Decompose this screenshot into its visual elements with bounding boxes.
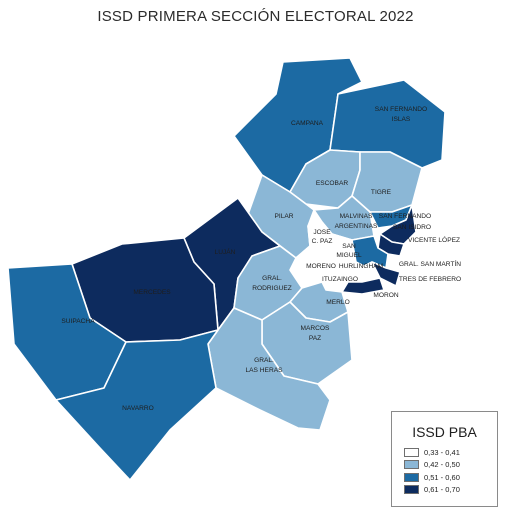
district-label-tigre: TIGRE [371,189,392,196]
legend-swatch [404,472,419,482]
legend-title: ISSD PBA [412,424,477,440]
district-label-san-isidro: SAN ISIDRO [393,224,431,231]
legend-row: 0,42 - 0,50 [392,459,497,472]
district-label-hurlingham: HURLINGHAM [339,263,383,270]
legend-label: 0,42 - 0,50 [424,460,460,470]
district-label-marcos-paz: MARCOS [301,325,331,332]
map-legend: ISSD PBA 0,33 - 0,41 0,42 - 0,50 0,51 - 0,… [391,411,498,507]
district-label-mercedes: MERCEDES [133,289,171,296]
district-label-ituzaingo: ITUZAINGO [322,276,358,283]
district-navarro [55,329,219,481]
district-label-jose-c-paz: C. PAZ [312,238,333,245]
district-label-pilar: PILAR [274,213,293,220]
legend-row: 0,33 - 0,41 [392,446,497,459]
district-label-tres-de-febrero: TRES DE FEBRERO [399,276,461,283]
district-label-gral-rodriguez: RODRIGUEZ [252,285,292,292]
district-label-malvinas-argentinas: ARGENTINAS [335,223,378,230]
legend-swatch [404,447,419,457]
district-label-gral-rodriguez: GRAL. [262,275,282,282]
district-label-jose-c-paz: JOSE [313,229,331,236]
district-label-merlo: MERLO [326,299,349,306]
district-label-escobar: ESCOBAR [316,180,348,187]
district-label-san-fernando-islas: SAN FERNANDO [375,106,427,113]
district-label-marcos-paz: PAZ [309,335,321,342]
district-label-lujan: LUJÁN [215,247,236,256]
district-label-navarro: NAVARRO [122,405,154,412]
district-label-moron: MORON [373,292,399,299]
district-label-san-fernando-islas: ISLAS [392,116,411,123]
legend-row: 0,51 - 0,60 [392,471,497,484]
legend-swatch [404,485,419,495]
district-label-san-miguel: SAN [342,243,356,250]
district-label-gral-las-heras: GRAL. [254,357,274,364]
legend-label: 0,33 - 0,41 [424,447,460,457]
district-label-moreno: MORENO [306,263,336,270]
district-label-san-miguel: MIGUEL [336,252,362,259]
district-tres-de-febrero [371,261,401,287]
district-label-gral-las-heras: LAS HERAS [245,367,283,374]
map-title: ISSD PRIMERA SECCIÓN ELECTORAL 2022 [97,8,414,25]
district-gral-las-heras [207,307,331,431]
legend-swatch [404,460,419,470]
legend-row: 0,61 - 0,70 [392,484,497,497]
district-label-vicente-lopez: VICENTE LÓPEZ [408,235,460,244]
legend-label: 0,51 - 0,60 [424,472,460,482]
district-label-gral-san-martin: GRAL. SAN MARTÍN [399,259,461,268]
district-label-san-fernando: SAN FERNANDO [379,213,431,220]
district-label-suipacha: SUIPACHA [61,318,95,325]
district-label-malvinas-argentinas: MALVINAS [340,213,373,220]
legend-label: 0,61 - 0,70 [424,485,460,495]
district-label-campana: CAMPANA [291,120,324,127]
